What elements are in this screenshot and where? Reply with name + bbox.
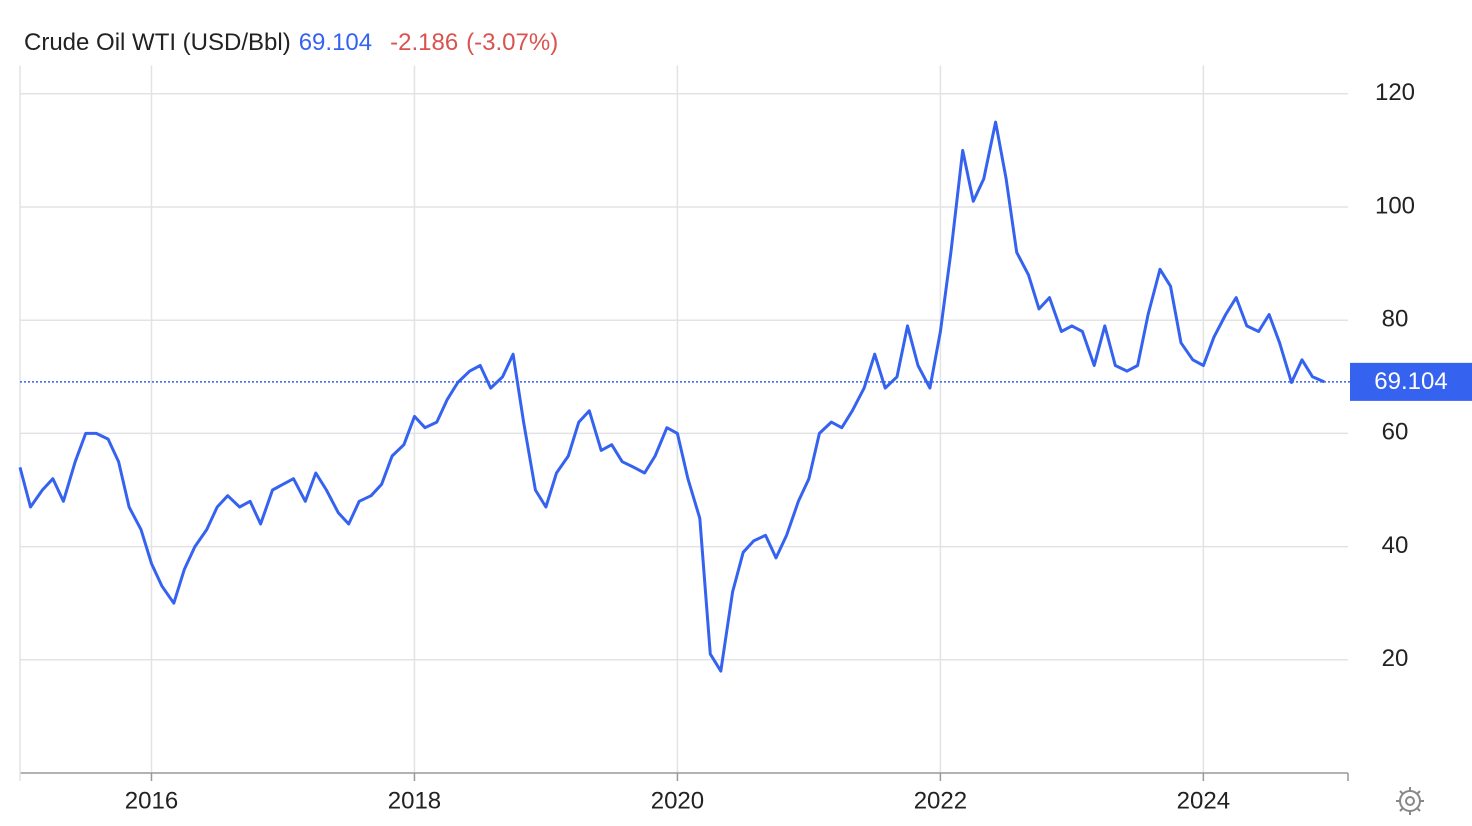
current-price-label: 69.104 [1374,368,1447,395]
x-tick-label: 2022 [914,787,967,814]
y-tick-label: 20 [1382,645,1409,672]
current-value: 69.104 [299,29,372,56]
chart-header: Crude Oil WTI (USD/Bbl) 69.104 -2.186 (-3.0… [24,29,558,56]
x-tick-label: 2024 [1177,787,1230,814]
price-line [18,120,1325,673]
current-price-badge [1350,362,1472,401]
x-tick-label: 2016 [125,787,178,814]
y-tick-label: 80 [1382,306,1409,333]
y-tick-label: 120 [1375,79,1415,106]
settings-icon[interactable] [1396,787,1424,815]
chart-title: Crude Oil WTI (USD/Bbl) [24,29,291,56]
x-tick-label: 2018 [388,787,441,814]
x-tick-label: 2020 [651,787,704,814]
change: -2.186 [390,29,458,56]
y-tick-label: 40 [1382,532,1409,559]
change-percent: (-3.07%) [466,29,558,56]
y-tick-label: 60 [1382,419,1409,446]
y-tick-label: 100 [1375,192,1415,219]
